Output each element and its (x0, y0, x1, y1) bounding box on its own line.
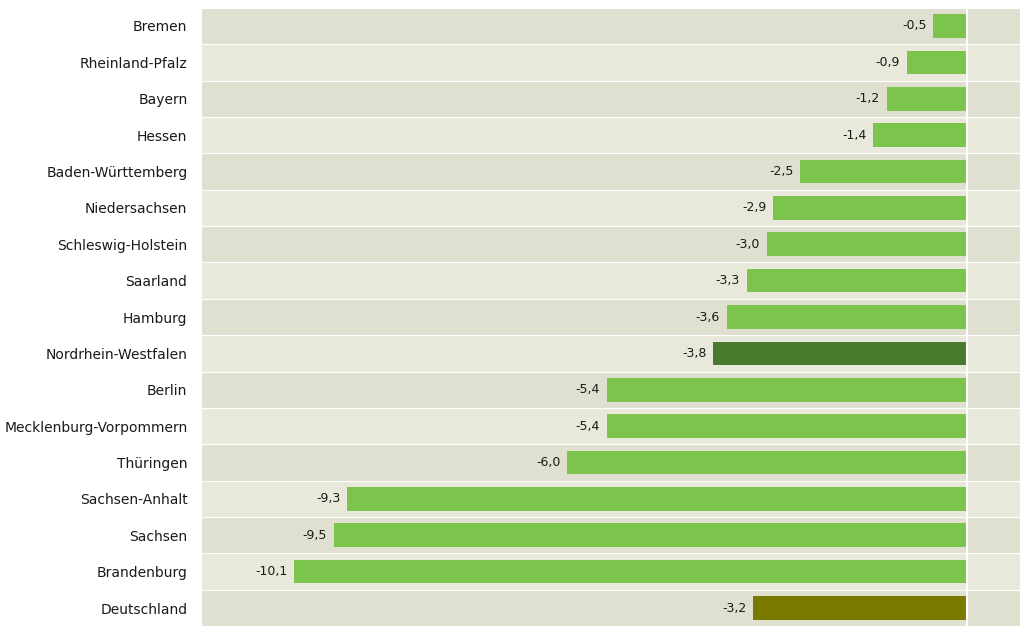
Text: -3,0: -3,0 (735, 238, 760, 251)
Bar (201, 262, 1020, 299)
Bar (767, 233, 967, 256)
Bar (607, 378, 967, 401)
Text: -5,4: -5,4 (575, 383, 600, 396)
Text: -6,0: -6,0 (536, 456, 560, 469)
Text: -9,3: -9,3 (316, 493, 340, 505)
Bar (873, 123, 967, 147)
Text: -5,4: -5,4 (575, 420, 600, 432)
Bar (201, 481, 1020, 517)
Bar (201, 299, 1020, 335)
Text: -3,6: -3,6 (696, 311, 720, 323)
Bar (294, 560, 967, 583)
Bar (201, 81, 1020, 117)
Bar (773, 196, 967, 220)
Bar (347, 487, 967, 511)
Text: -9,5: -9,5 (303, 529, 327, 542)
Bar (201, 372, 1020, 408)
Bar (746, 269, 967, 292)
Bar (334, 524, 967, 547)
Bar (201, 408, 1020, 444)
Bar (201, 444, 1020, 481)
Bar (201, 153, 1020, 190)
Bar (727, 305, 967, 329)
Bar (906, 51, 967, 74)
Bar (201, 117, 1020, 153)
Bar (201, 553, 1020, 590)
Bar (201, 8, 1020, 44)
Bar (607, 414, 967, 438)
Bar (201, 517, 1020, 553)
Bar (754, 596, 967, 620)
Bar (933, 14, 967, 38)
Text: -1,2: -1,2 (856, 92, 880, 105)
Bar (567, 451, 967, 474)
Text: -10,1: -10,1 (255, 565, 287, 578)
Text: -3,2: -3,2 (723, 602, 746, 614)
Text: -2,5: -2,5 (769, 165, 794, 178)
Bar (887, 87, 967, 110)
Text: -0,5: -0,5 (902, 20, 927, 32)
Bar (714, 342, 967, 365)
Bar (201, 226, 1020, 262)
Bar (800, 160, 967, 183)
Text: -1,4: -1,4 (843, 129, 866, 141)
Bar (201, 590, 1020, 626)
Bar (201, 335, 1020, 372)
Text: -0,9: -0,9 (876, 56, 900, 69)
Bar (201, 190, 1020, 226)
Text: -2,9: -2,9 (742, 202, 767, 214)
Bar (201, 44, 1020, 81)
Text: -3,3: -3,3 (716, 274, 740, 287)
Text: -3,8: -3,8 (682, 347, 707, 360)
